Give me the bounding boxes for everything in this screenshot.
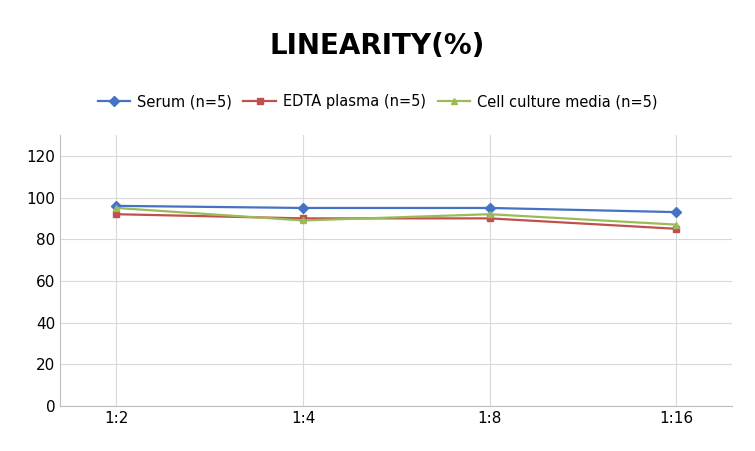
Serum (n=5) xyxy=(672,209,681,215)
Cell culture media (n=5) xyxy=(112,205,121,211)
Cell culture media (n=5) xyxy=(298,218,307,223)
Serum (n=5) xyxy=(298,205,307,211)
Cell culture media (n=5) xyxy=(485,212,495,217)
Serum (n=5) xyxy=(112,203,121,208)
EDTA plasma (n=5) xyxy=(298,216,307,221)
Cell culture media (n=5) xyxy=(672,222,681,227)
Legend: Serum (n=5), EDTA plasma (n=5), Cell culture media (n=5): Serum (n=5), EDTA plasma (n=5), Cell cul… xyxy=(92,88,663,115)
Line: EDTA plasma (n=5): EDTA plasma (n=5) xyxy=(113,211,680,232)
EDTA plasma (n=5) xyxy=(672,226,681,231)
Serum (n=5) xyxy=(485,205,495,211)
Line: Serum (n=5): Serum (n=5) xyxy=(113,202,680,216)
EDTA plasma (n=5) xyxy=(112,212,121,217)
EDTA plasma (n=5) xyxy=(485,216,495,221)
Line: Cell culture media (n=5): Cell culture media (n=5) xyxy=(113,204,680,228)
Text: LINEARITY(%): LINEARITY(%) xyxy=(270,32,485,60)
